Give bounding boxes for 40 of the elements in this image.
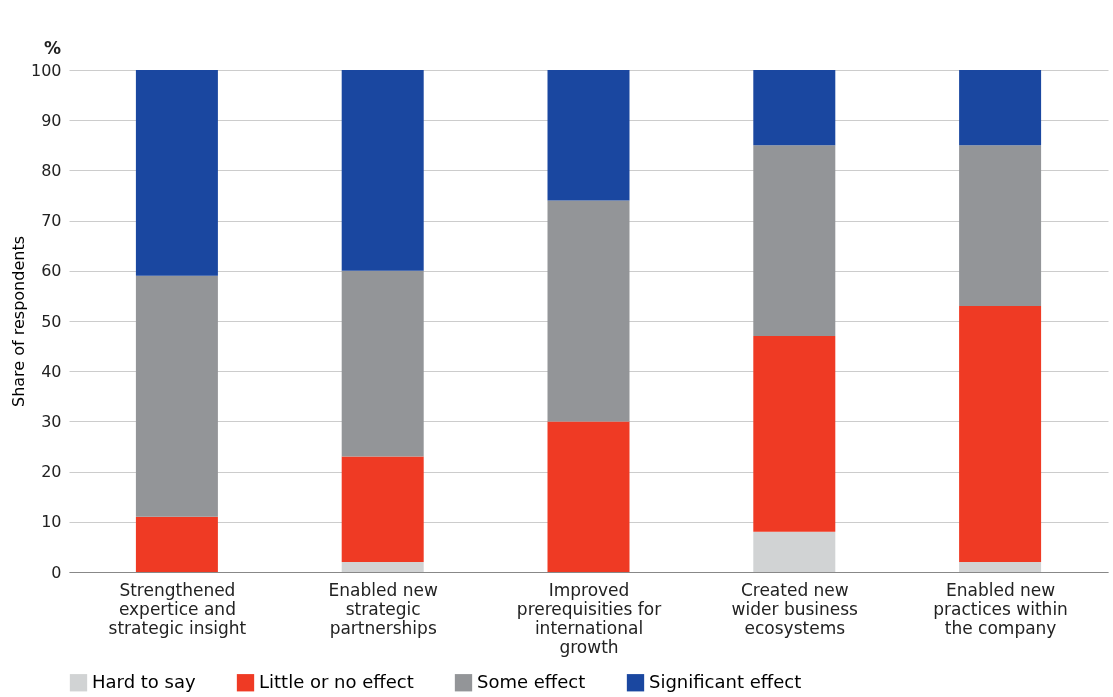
bar [753, 531, 836, 572]
y-tick-label: 60 [41, 261, 62, 281]
bar [959, 561, 1042, 572]
y-tick-label: 90 [41, 110, 62, 130]
bar [135, 275, 218, 517]
bar [959, 305, 1042, 562]
x-tick-label: Enabled new strategic partnerships [328, 579, 438, 638]
legend-label: Some effect [477, 670, 586, 692]
bar [959, 145, 1042, 306]
bar [135, 516, 218, 572]
y-tick-label: 20 [41, 462, 62, 482]
bar [547, 70, 630, 201]
bar [341, 456, 424, 562]
bar [753, 145, 836, 337]
y-tick-label: 10 [41, 512, 62, 532]
bar [341, 561, 424, 572]
x-tick-label: Created new wider business ecosystems [731, 579, 859, 638]
y-tick-label: 80 [41, 160, 62, 180]
bar [547, 200, 630, 422]
y-tick-label: 30 [41, 411, 62, 431]
legend-label: Hard to say [92, 670, 196, 692]
y-tick-label: 100 [30, 60, 62, 80]
bar [341, 270, 424, 457]
y-tick-label: 70 [41, 211, 62, 231]
y-tick-label: 0 [51, 562, 62, 582]
x-tick-label: Improved prerequisities for international growth [516, 579, 662, 657]
bar [959, 70, 1042, 146]
text: % [43, 38, 61, 58]
legend-label: Little or no effect [259, 670, 414, 692]
x-tick-label: Enabled new practices within the company [933, 579, 1068, 638]
legend-label: Significant effect [649, 670, 802, 692]
x-tick-label: Strengthened expertice and strategic insight [108, 579, 247, 638]
bar [135, 70, 218, 276]
y-tick-label: 40 [41, 361, 62, 381]
bar [341, 70, 424, 271]
y-tick-label: 50 [41, 311, 62, 331]
bar [547, 421, 630, 572]
bar [753, 336, 836, 532]
y-axis-title: Share of respondents [8, 235, 28, 408]
bar [753, 70, 836, 146]
